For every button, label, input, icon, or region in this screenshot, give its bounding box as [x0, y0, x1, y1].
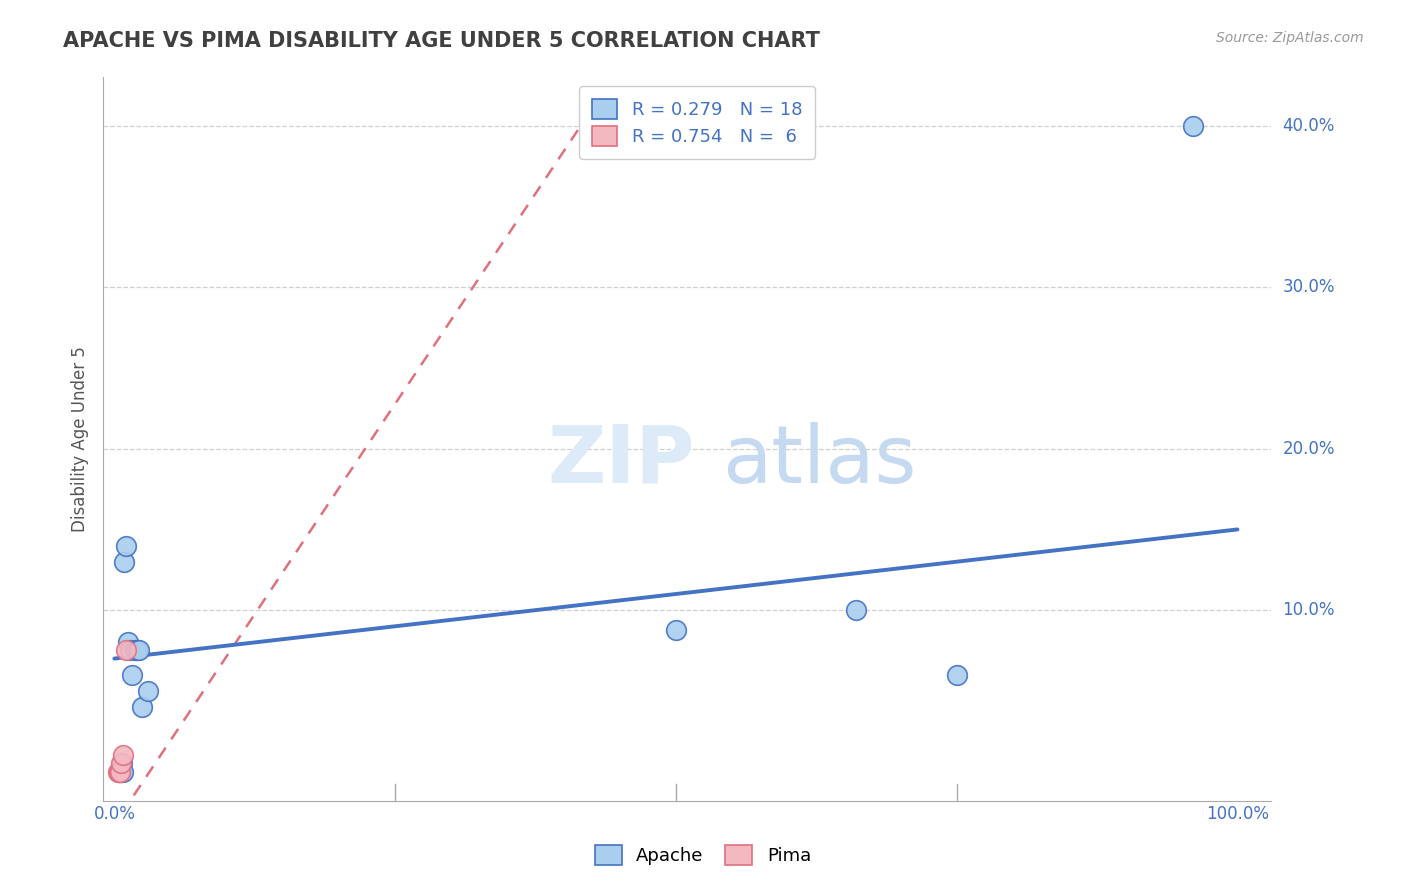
Point [107, 764, 129, 779]
Text: 10.0%: 10.0% [1282, 601, 1334, 619]
Point [114, 539, 136, 553]
Point [665, 623, 688, 637]
Point [117, 635, 139, 649]
Point [120, 643, 142, 657]
Text: ZIP: ZIP [547, 422, 695, 500]
Point [131, 700, 153, 714]
Point [112, 764, 135, 779]
Legend: R = 0.279   N = 18, R = 0.754   N =  6: R = 0.279 N = 18, R = 0.754 N = 6 [579, 87, 815, 159]
Point [110, 764, 132, 779]
Point [108, 764, 131, 779]
Point [114, 555, 136, 569]
Text: APACHE VS PIMA DISABILITY AGE UNDER 5 CORRELATION CHART: APACHE VS PIMA DISABILITY AGE UNDER 5 CO… [63, 31, 820, 51]
Point [136, 683, 159, 698]
Text: 30.0%: 30.0% [1282, 278, 1334, 296]
Text: 20.0%: 20.0% [1282, 440, 1334, 458]
Legend: Apache, Pima: Apache, Pima [588, 838, 818, 872]
Point [114, 643, 136, 657]
Point [110, 756, 132, 771]
Point [128, 643, 150, 657]
Point [1181, 119, 1204, 133]
Y-axis label: Disability Age Under 5: Disability Age Under 5 [72, 346, 89, 532]
Point [108, 764, 131, 779]
Point [945, 667, 967, 681]
Text: Source: ZipAtlas.com: Source: ZipAtlas.com [1216, 31, 1364, 45]
Point [845, 603, 868, 617]
Point [124, 643, 146, 657]
Point [108, 764, 131, 779]
Text: 40.0%: 40.0% [1282, 117, 1334, 135]
Point [112, 748, 135, 763]
Text: atlas: atlas [723, 422, 917, 500]
Point [121, 667, 143, 681]
Point [111, 756, 134, 771]
Point [125, 643, 148, 657]
